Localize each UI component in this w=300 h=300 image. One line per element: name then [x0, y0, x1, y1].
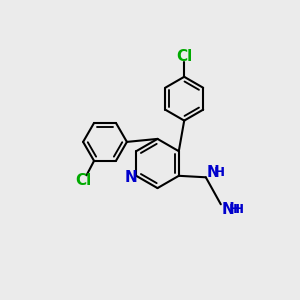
Text: H: H: [213, 166, 224, 179]
Text: N: N: [124, 169, 137, 184]
Text: H: H: [233, 202, 244, 216]
Text: Cl: Cl: [176, 49, 192, 64]
Text: N: N: [207, 165, 220, 180]
Text: Cl: Cl: [75, 173, 92, 188]
Text: H: H: [228, 202, 239, 216]
Text: N: N: [222, 202, 235, 217]
